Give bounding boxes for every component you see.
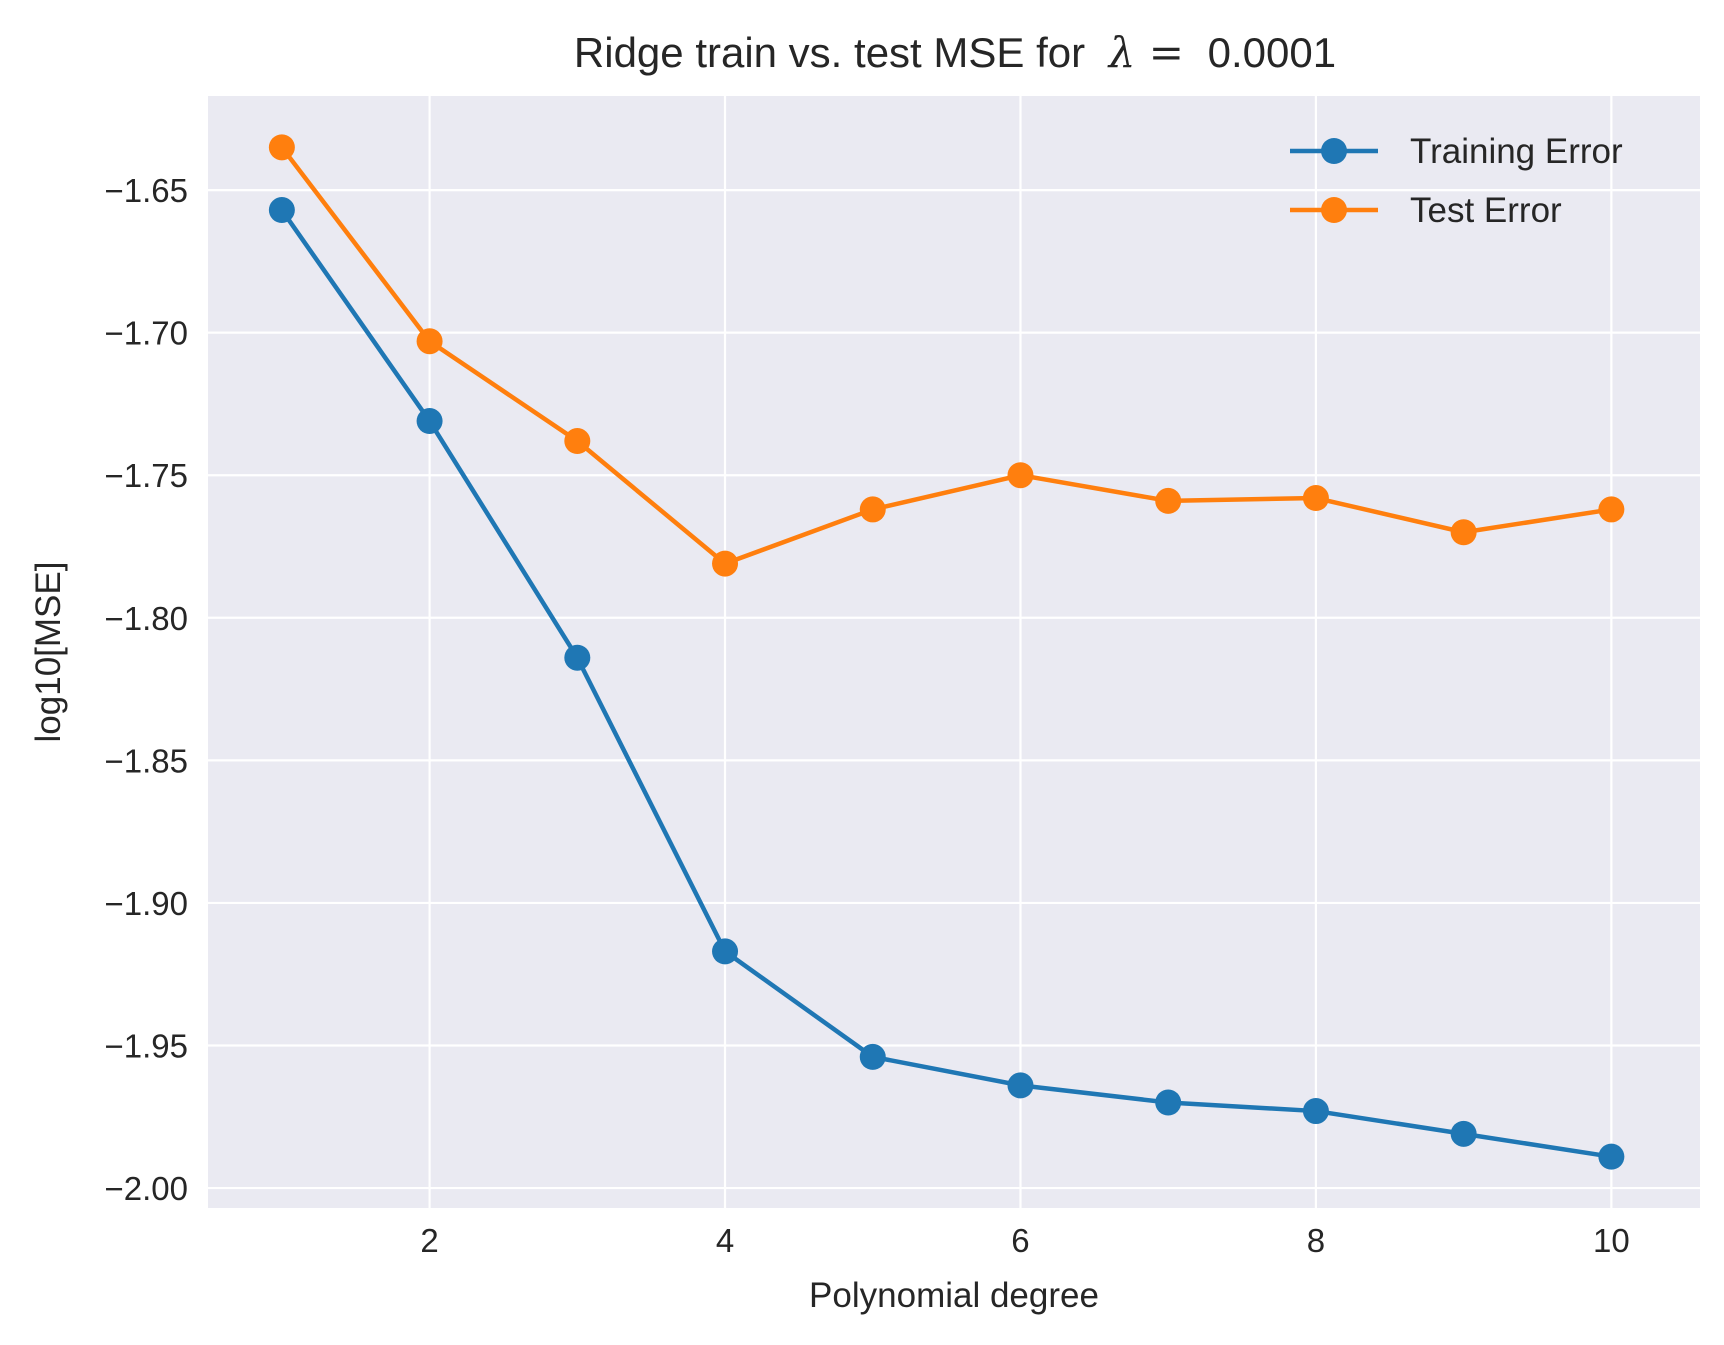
legend: Training Error Test Error bbox=[1290, 132, 1623, 230]
y-tick-label: −1.95 bbox=[105, 1027, 189, 1064]
data-point-test-error bbox=[1007, 462, 1034, 489]
y-axis-ticks: −1.65 −1.70 −1.75 −1.80 −1.85 −1.90 −1.95 −2.00 bbox=[105, 172, 189, 1207]
chart-title-lambda: λ = bbox=[1107, 28, 1184, 77]
data-point-training-error bbox=[268, 197, 295, 224]
y-tick-label: −1.70 bbox=[105, 315, 189, 352]
chart-title: Ridge train vs. test MSE for λ = 0.0001 bbox=[574, 28, 1336, 77]
series-training-error bbox=[268, 197, 1625, 1170]
x-tick-label: 10 bbox=[1593, 1222, 1630, 1259]
legend-item-training-error: Training Error bbox=[1290, 132, 1623, 171]
legend-marker bbox=[1321, 197, 1347, 223]
data-point-test-error bbox=[712, 550, 739, 577]
y-tick-label: −1.90 bbox=[105, 885, 189, 922]
data-point-training-error bbox=[1598, 1143, 1625, 1170]
x-axis-ticks: 2 4 6 8 10 bbox=[420, 1222, 1629, 1259]
x-tick-label: 4 bbox=[716, 1222, 734, 1259]
data-point-training-error bbox=[564, 644, 591, 671]
legend-label: Training Error bbox=[1410, 132, 1623, 171]
data-point-training-error bbox=[712, 938, 739, 965]
data-point-training-error bbox=[1302, 1098, 1329, 1125]
y-tick-label: −1.80 bbox=[105, 600, 189, 637]
data-point-training-error bbox=[1007, 1072, 1034, 1099]
x-tick-label: 2 bbox=[420, 1222, 438, 1259]
y-tick-label: −1.85 bbox=[105, 742, 189, 779]
y-axis-label: log10[MSE] bbox=[29, 562, 68, 743]
x-tick-label: 6 bbox=[1011, 1222, 1029, 1259]
x-tick-label: 8 bbox=[1307, 1222, 1325, 1259]
data-point-test-error bbox=[859, 496, 886, 523]
data-point-test-error bbox=[268, 134, 295, 161]
data-point-training-error bbox=[1450, 1120, 1477, 1147]
y-tick-label: −1.75 bbox=[105, 457, 189, 494]
legend-label: Test Error bbox=[1410, 191, 1562, 230]
series-layer bbox=[268, 134, 1625, 1170]
series-test-error bbox=[268, 134, 1625, 577]
data-point-test-error bbox=[1302, 485, 1329, 512]
chart-title-text: Ridge train vs. test MSE for bbox=[574, 29, 1085, 76]
data-point-test-error bbox=[1450, 519, 1477, 546]
x-axis-label: Polynomial degree bbox=[809, 1276, 1099, 1315]
y-tick-label: −2.00 bbox=[105, 1170, 189, 1207]
grid-lines bbox=[208, 96, 1700, 1208]
series-line-training-error bbox=[279, 207, 1614, 1159]
chart-title-value: 0.0001 bbox=[1208, 29, 1336, 76]
data-point-training-error bbox=[1155, 1089, 1182, 1116]
legend-marker bbox=[1321, 138, 1347, 164]
series-line-test-error bbox=[279, 145, 1614, 566]
y-tick-label: −1.65 bbox=[105, 172, 189, 209]
data-point-training-error bbox=[416, 408, 443, 435]
data-point-test-error bbox=[1598, 496, 1625, 523]
data-point-test-error bbox=[1155, 487, 1182, 514]
legend-item-test-error: Test Error bbox=[1290, 191, 1562, 230]
data-point-training-error bbox=[859, 1043, 886, 1070]
plot-area bbox=[208, 96, 1700, 1208]
data-point-test-error bbox=[416, 328, 443, 355]
data-point-test-error bbox=[564, 428, 591, 455]
